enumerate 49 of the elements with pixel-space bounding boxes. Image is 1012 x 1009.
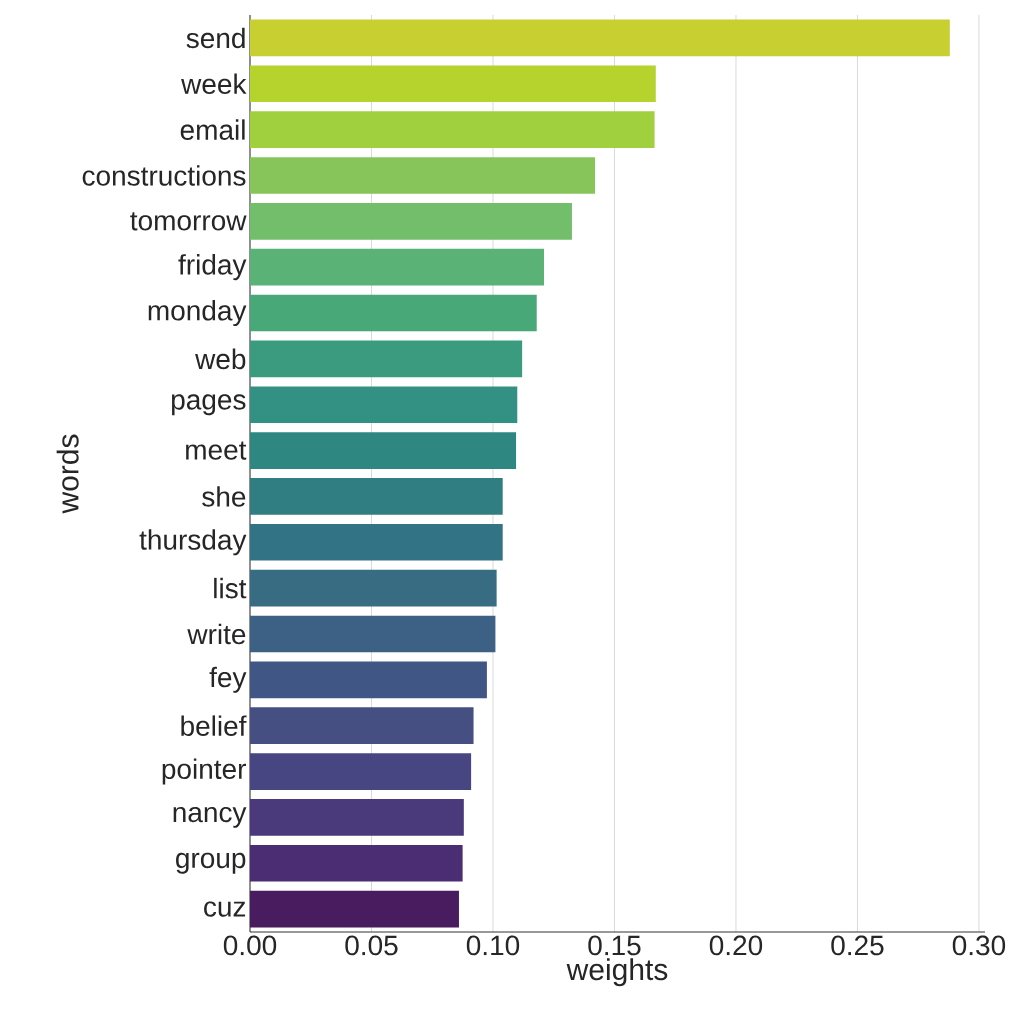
bar bbox=[250, 340, 523, 378]
x-tick-label: 0.00 bbox=[223, 935, 277, 956]
bar bbox=[250, 661, 487, 699]
y-tick-label: thursday bbox=[139, 529, 247, 556]
y-tick-label: meet bbox=[186, 441, 247, 460]
x-tick-label: 0.05 bbox=[345, 935, 398, 956]
bar bbox=[250, 844, 463, 882]
bar bbox=[250, 753, 472, 790]
y-tick-label: group bbox=[176, 852, 246, 874]
x-tick-label: 0.20 bbox=[709, 935, 763, 956]
y-tick-label: email bbox=[180, 119, 245, 140]
bar bbox=[250, 615, 496, 653]
y-tick-label: send bbox=[186, 27, 245, 49]
bar bbox=[250, 19, 950, 57]
bar bbox=[250, 569, 497, 607]
bar bbox=[250, 478, 503, 515]
y-tick-label: she bbox=[202, 486, 246, 507]
y-tick-label: write bbox=[187, 623, 246, 645]
bar bbox=[250, 707, 474, 745]
bar bbox=[250, 799, 464, 836]
y-tick-label: constructions bbox=[82, 165, 246, 186]
bar bbox=[250, 202, 572, 240]
x-axis-title: weights bbox=[566, 958, 668, 987]
bar bbox=[250, 432, 517, 469]
y-tick-label: pointer bbox=[162, 758, 246, 785]
x-tick-label: 0.25 bbox=[831, 935, 884, 956]
bar bbox=[250, 248, 545, 286]
y-tick-label: cuz bbox=[204, 901, 246, 917]
x-tick-label: 0.10 bbox=[466, 935, 520, 956]
bar bbox=[250, 890, 459, 928]
y-tick-label: friday bbox=[178, 254, 247, 281]
bar bbox=[250, 523, 503, 561]
y-tick-label: list bbox=[214, 577, 247, 599]
y-tick-label: pages bbox=[172, 394, 246, 416]
y-tick-label: week bbox=[181, 73, 247, 95]
y-tick-label: web bbox=[195, 348, 246, 370]
x-tick-label: 0.15 bbox=[588, 935, 641, 956]
bar bbox=[250, 157, 596, 194]
bar bbox=[250, 65, 656, 103]
bar bbox=[250, 294, 537, 332]
y-axis-title: words bbox=[56, 434, 79, 514]
bar bbox=[250, 386, 518, 424]
y-tick-label: tomorrow bbox=[130, 212, 247, 231]
y-tick-label: nancy bbox=[173, 806, 247, 828]
x-tick-label: 0.30 bbox=[952, 935, 1006, 956]
y-tick-label: belief bbox=[181, 715, 247, 736]
bar bbox=[250, 111, 655, 148]
y-tick-label: monday bbox=[148, 299, 247, 327]
y-tick-label: fey bbox=[209, 666, 247, 693]
